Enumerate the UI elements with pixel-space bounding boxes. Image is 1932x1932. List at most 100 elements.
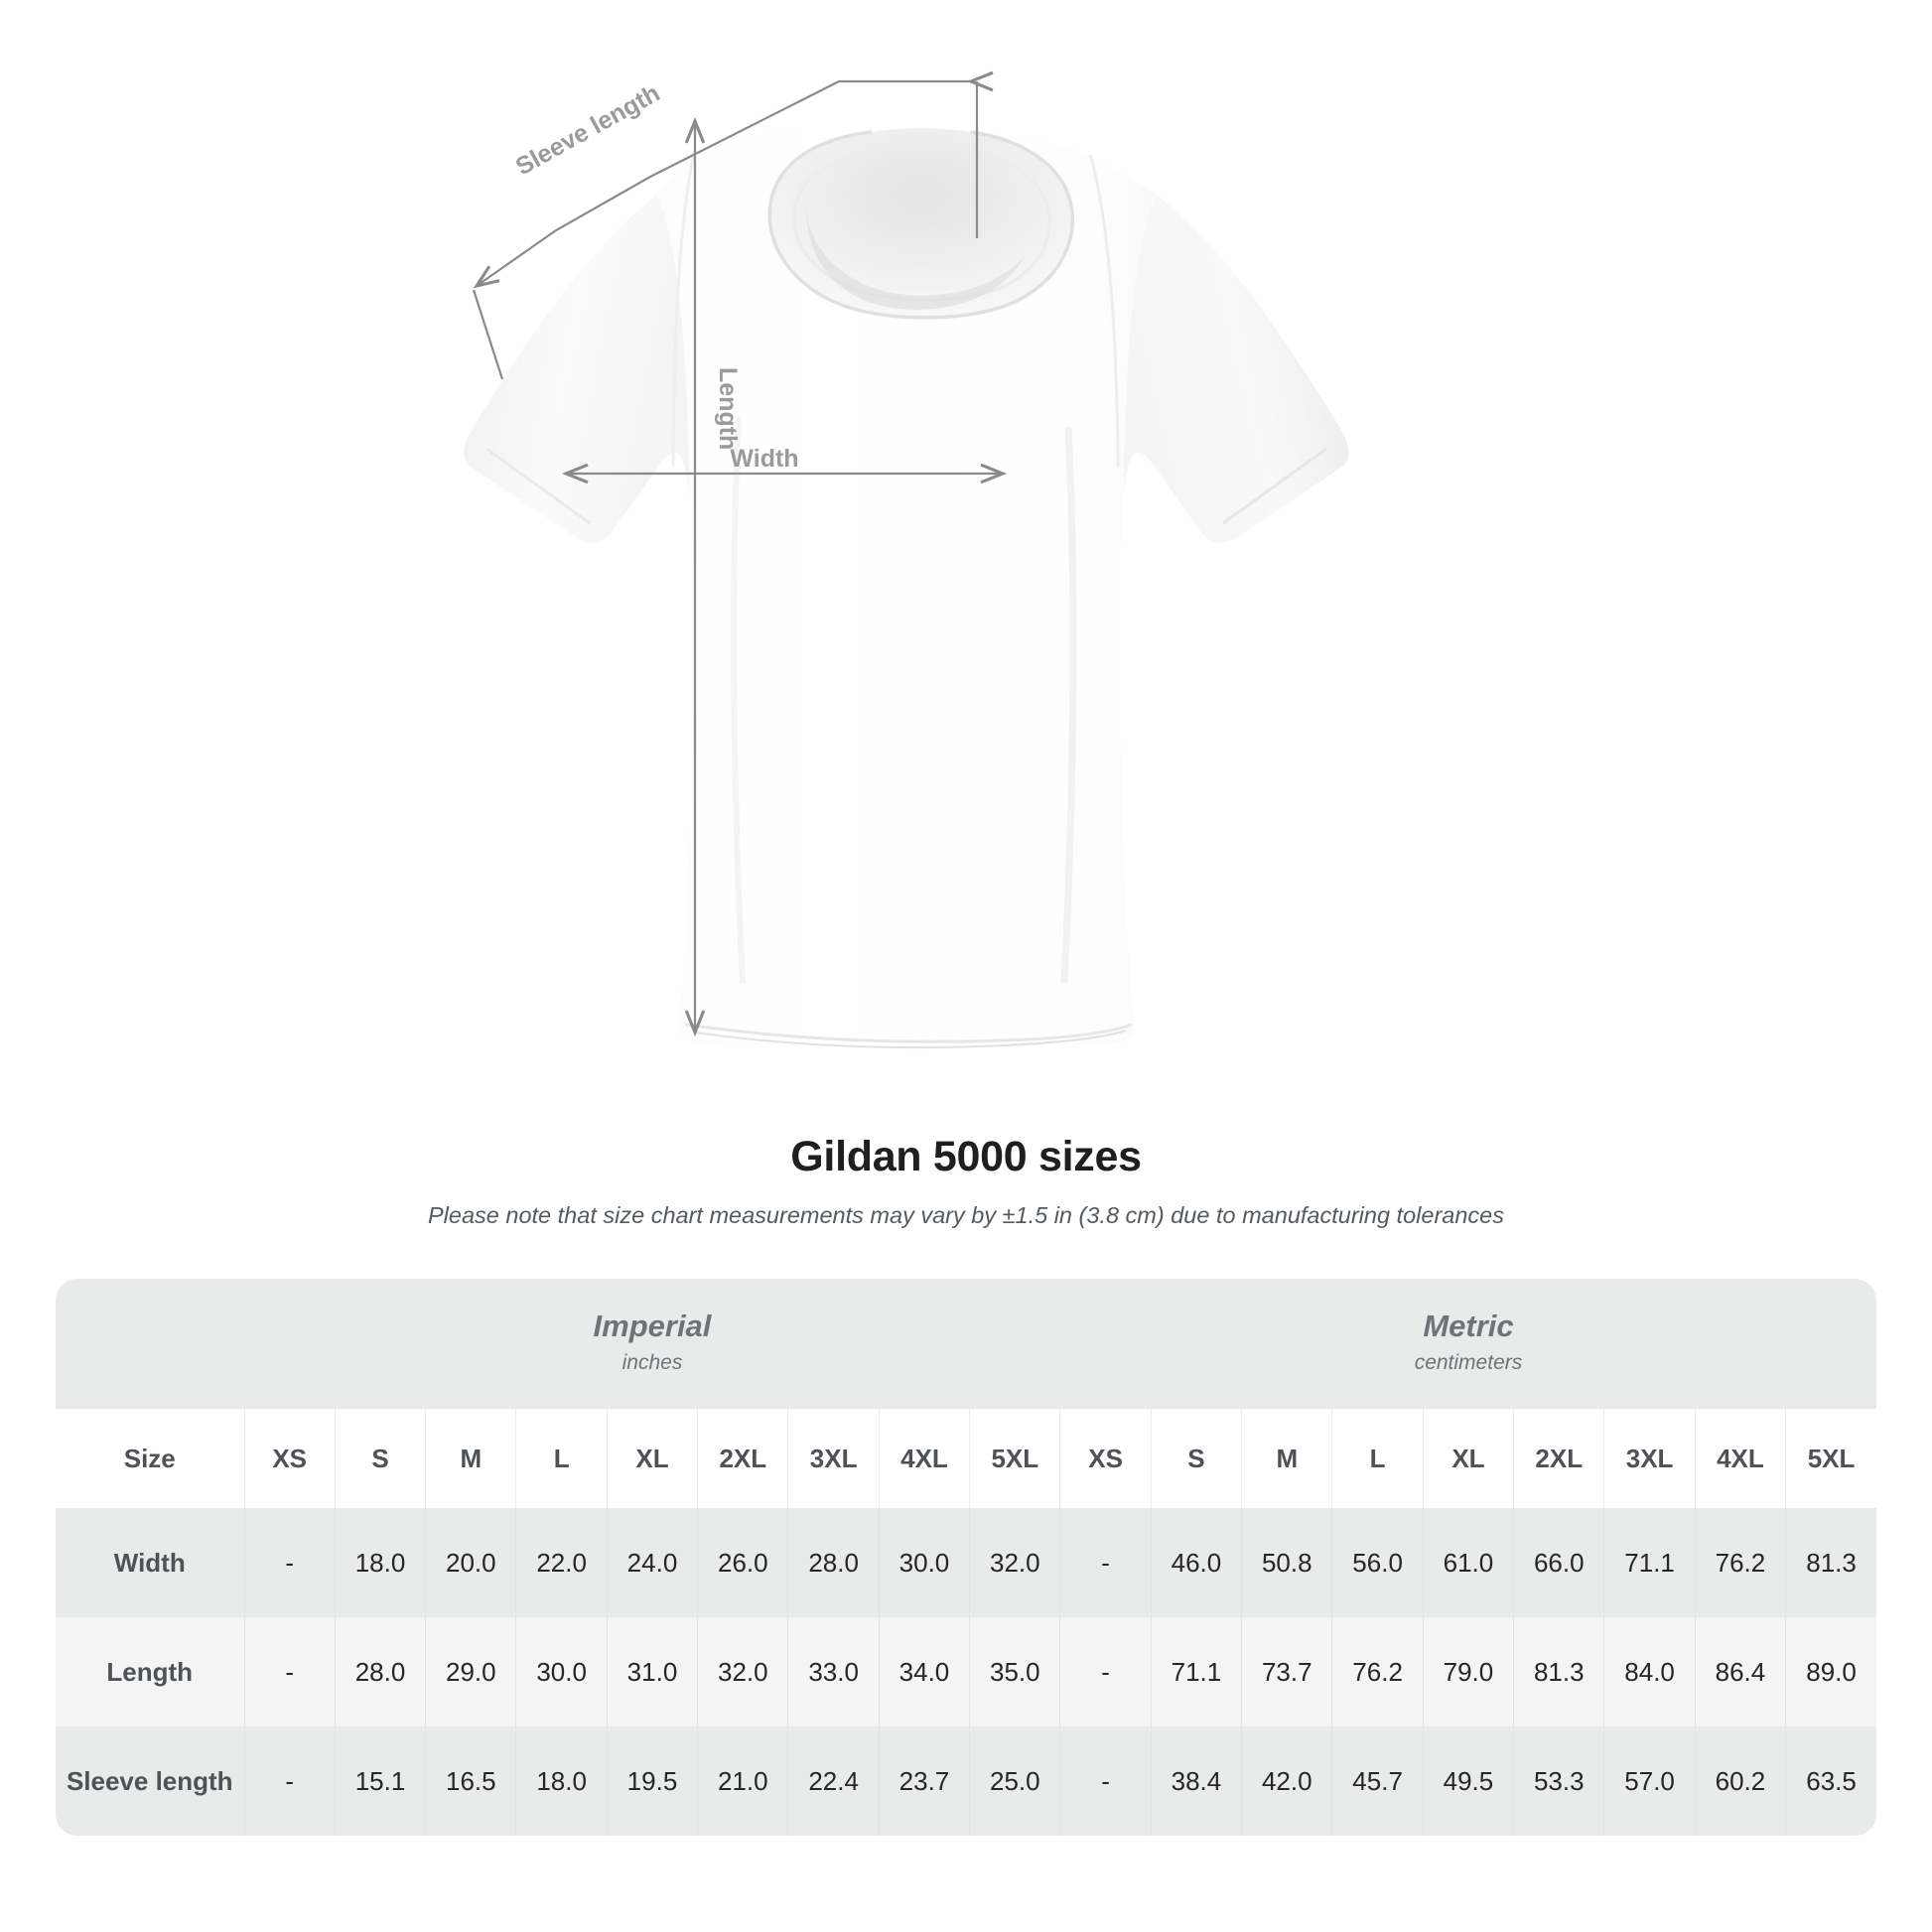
measurement-cell: 89.0 [1785, 1617, 1876, 1726]
size-header-cell-m: M [1241, 1409, 1332, 1508]
measurement-cell: 18.0 [515, 1726, 608, 1836]
measurement-cell: - [1059, 1726, 1152, 1836]
page-subtitle: Please note that size chart measurements… [428, 1201, 1504, 1228]
measurement-cell: 45.7 [1331, 1726, 1424, 1836]
table-row: Sleeve length -15.1 16.5 18.0 19.5 21.0 22.4 23… [56, 1726, 1876, 1836]
unit-system-header-row: Imperial inches Metric centimeters [56, 1279, 1876, 1409]
size-header-cell-xl: XL [606, 1409, 698, 1508]
size-header-cell-xs: XS [1059, 1409, 1152, 1508]
size-header-cell-s: S [1150, 1409, 1242, 1508]
measurement-cell: 30.0 [515, 1617, 608, 1726]
size-header-cell-3xl: 3XL [787, 1409, 880, 1508]
unit-system-name: Metric [1423, 1309, 1514, 1344]
unit-system-unit: centimeters [1414, 1350, 1523, 1374]
measurement-label: Sleeve length [56, 1726, 244, 1836]
size-header-row: Size XS S M L XL 2XL 3XL 4XL 5XL XS S M L XL 2XL 3XL 4XL 5… [56, 1409, 1876, 1508]
width-label: Width [730, 445, 798, 473]
measurement-cell: 50.8 [1241, 1508, 1332, 1617]
size-header-cell-m: M [425, 1409, 516, 1508]
measurement-cell: 84.0 [1603, 1617, 1696, 1726]
measurement-cell: 32.0 [697, 1617, 788, 1726]
measurement-cell: 30.0 [878, 1508, 970, 1617]
size-header-cell-xs: XS [243, 1409, 336, 1508]
unit-system-header-imperial: Imperial inches [244, 1279, 1060, 1409]
page-title: Gildan 5000 sizes [790, 1133, 1142, 1180]
size-chart-table: Imperial inches Metric centimeters Size XS S M L… [56, 1279, 1876, 1836]
size-header-label: Size [56, 1409, 244, 1508]
right-sleeve-shade [1124, 195, 1349, 543]
measurement-cell: 19.5 [606, 1726, 698, 1836]
measurement-cell: 23.7 [878, 1726, 970, 1836]
measurement-cell: 32.0 [969, 1508, 1060, 1617]
measurement-cell: 42.0 [1241, 1726, 1332, 1836]
measurement-cell: 24.0 [606, 1508, 698, 1617]
right-sleeve-hem [1222, 447, 1327, 525]
measurement-cell: - [243, 1726, 336, 1836]
measurement-cell: 20.0 [425, 1508, 516, 1617]
measurement-cell: 35.0 [969, 1617, 1060, 1726]
measurement-cell: 61.0 [1422, 1508, 1514, 1617]
measurement-cell: - [243, 1508, 336, 1617]
size-header-cell-s: S [334, 1409, 426, 1508]
measurement-cell: 22.4 [787, 1726, 880, 1836]
measurement-cell: 33.0 [787, 1617, 880, 1726]
unit-system-spacer [56, 1279, 244, 1409]
measurement-cell: 29.0 [425, 1617, 516, 1726]
measurement-cell: 49.5 [1422, 1726, 1514, 1836]
body-fold-right [1060, 426, 1077, 984]
measurement-cell: 79.0 [1422, 1617, 1514, 1726]
measurement-cell: 86.4 [1694, 1617, 1786, 1726]
measurement-cell: 73.7 [1241, 1617, 1332, 1726]
size-header-cell-3xl: 3XL [1603, 1409, 1696, 1508]
measurement-cell: 81.3 [1785, 1508, 1876, 1617]
measurement-cell: 76.2 [1694, 1508, 1786, 1617]
length-label: Length [714, 367, 742, 450]
measurement-cell: 66.0 [1513, 1508, 1604, 1617]
size-header-cell-l: L [515, 1409, 608, 1508]
measurement-cell: 15.1 [334, 1726, 426, 1836]
measurement-cell: 26.0 [697, 1508, 788, 1617]
chart-heading: Gildan 5000 sizes Please note that size … [0, 1132, 1932, 1230]
size-header-cell-4xl: 4XL [1694, 1409, 1786, 1508]
size-header-cell-l: L [1331, 1409, 1424, 1508]
left-sleeve-hem [485, 447, 591, 525]
size-header-cell-5xl: 5XL [1785, 1409, 1876, 1508]
measurement-cell: 21.0 [697, 1726, 788, 1836]
measurement-cell: 28.0 [334, 1617, 426, 1726]
measurement-cell: 57.0 [1603, 1726, 1696, 1836]
measurement-cell: 28.0 [787, 1508, 880, 1617]
sleeve-length-label: Sleeve length [511, 79, 665, 182]
measurement-label: Length [56, 1617, 244, 1726]
measurement-cell: 22.0 [515, 1508, 608, 1617]
body-fold-left [731, 416, 746, 984]
measurement-cell: 76.2 [1331, 1617, 1424, 1726]
measurement-cell: 63.5 [1785, 1726, 1876, 1836]
measurement-cell: - [243, 1617, 336, 1726]
size-header-cell-4xl: 4XL [878, 1409, 970, 1508]
sleeve-length-arrow [473, 70, 994, 289]
measurement-cell: 71.1 [1603, 1508, 1696, 1617]
measurement-cell: 56.0 [1331, 1508, 1424, 1617]
size-chart-table-container: Imperial inches Metric centimeters Size XS S M L… [56, 1279, 1876, 1836]
right-shoulder-seam [1088, 154, 1120, 468]
measurement-cell: - [1059, 1617, 1152, 1726]
size-header-cell-5xl: 5XL [969, 1409, 1060, 1508]
bottom-hem-shadow [694, 1030, 1127, 1049]
measurement-cell: - [1059, 1508, 1152, 1617]
left-sleeve-shade [464, 195, 689, 543]
shirt-silhouette [464, 126, 1349, 1049]
measurement-cell: 18.0 [334, 1508, 426, 1617]
measurement-cell: 38.4 [1150, 1726, 1242, 1836]
tshirt-illustration: Sleeve length Length Width [464, 70, 1349, 1049]
measurement-label: Width [56, 1508, 244, 1617]
measurement-cell: 71.1 [1150, 1617, 1242, 1726]
size-header-cell-xl: XL [1422, 1409, 1514, 1508]
table-row: Length -28.0 29.0 30.0 31.0 32.0 33.0 34.0 35.0-… [56, 1617, 1876, 1726]
tshirt-diagram: Sleeve length Length Width [464, 70, 1349, 1049]
measurement-annotations [472, 70, 1008, 1037]
table-row: Width -18.0 20.0 22.0 24.0 26.0 28.0 30.0 32.0-4… [56, 1508, 1876, 1617]
unit-system-name: Imperial [593, 1309, 712, 1344]
measurement-cell: 81.3 [1513, 1617, 1604, 1726]
size-header-cell-2xl: 2XL [697, 1409, 788, 1508]
unit-system-unit: inches [621, 1350, 683, 1374]
